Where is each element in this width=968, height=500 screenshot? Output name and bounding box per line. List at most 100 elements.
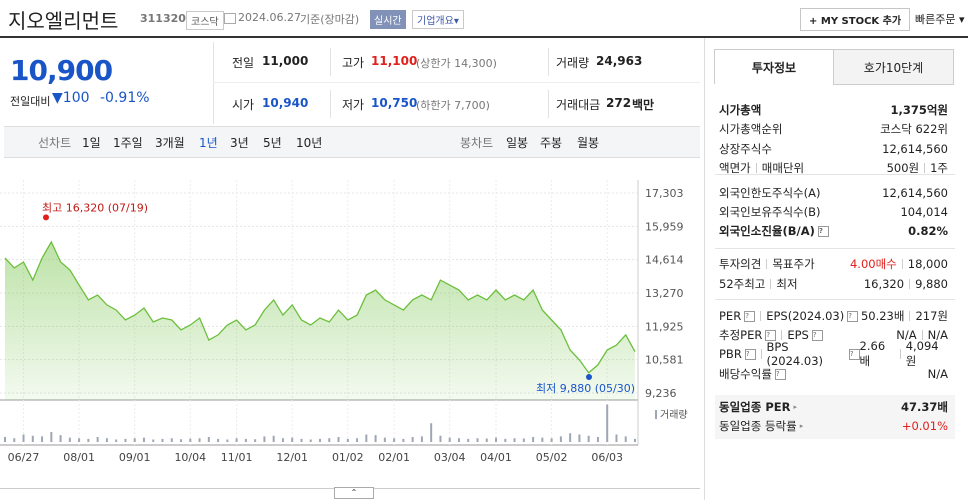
volume-bar	[41, 436, 44, 442]
collapse-button[interactable]: ⌃	[334, 487, 374, 499]
quick-order[interactable]: 빠른주문 ▾	[915, 13, 965, 26]
info-value: N/A N/A	[896, 328, 948, 342]
info-row: PER? EPS(2024.03)? 50.23배 217원	[719, 307, 948, 325]
separator	[909, 311, 911, 321]
volume-bar	[68, 437, 71, 442]
x-tick-label: 09/01	[119, 451, 151, 464]
price-area	[5, 241, 635, 400]
quote-note: (하한가 7,700)	[416, 99, 490, 112]
realtime-badge[interactable]: 실시간	[370, 10, 406, 29]
info-value: 2.66배 4,094원	[860, 339, 948, 369]
volume-bar	[272, 435, 275, 442]
tab[interactable]: 3개월	[155, 136, 185, 150]
tab[interactable]: 1일	[82, 136, 101, 150]
label-text: 최저	[776, 277, 798, 291]
label-text: 추정PER	[719, 328, 763, 342]
extreme-dot	[586, 374, 592, 381]
volume-bar	[532, 437, 535, 442]
volume-bar	[476, 438, 479, 442]
info-value: 104,014	[900, 205, 948, 219]
tab[interactable]: 1주일	[113, 136, 143, 150]
volume-bar	[578, 434, 581, 442]
volume-bar	[217, 438, 220, 442]
tab[interactable]: 3년	[230, 136, 249, 150]
volume-bar	[634, 438, 636, 442]
x-tick-label: 12/01	[276, 451, 308, 464]
header-rule	[0, 36, 968, 38]
divider	[548, 48, 549, 76]
divider	[330, 48, 331, 76]
volume-bar	[402, 438, 405, 442]
volume-bar	[180, 439, 183, 442]
info-row: 투자의견 목표주가 4.00매수 18,000	[719, 255, 948, 273]
volume-bar	[559, 436, 562, 442]
info-row: PBR? BPS (2024.03)? 2.66배 4,094원	[719, 339, 948, 368]
separator	[766, 259, 768, 269]
label-text: 투자의견	[719, 257, 762, 271]
volume-bar	[485, 438, 488, 442]
stock-code: 311320	[140, 12, 186, 25]
quote-label: 저가	[342, 98, 365, 112]
mystock-button[interactable]: + MY STOCK 추가	[800, 8, 911, 31]
quote-value: 11,000	[262, 54, 309, 68]
label-text: BPS (2024.03)	[766, 340, 824, 368]
info-value: 1,375억원	[890, 102, 948, 118]
info-value: N/A	[928, 367, 948, 381]
x-tick-label: 11/01	[221, 451, 253, 464]
volume-bar	[356, 438, 359, 442]
value-text: 0.82%	[908, 224, 948, 238]
help-icon: ?	[744, 348, 756, 360]
tab[interactable]: 일봉	[506, 136, 529, 150]
volume-bar	[430, 423, 433, 442]
help-icon: ?	[811, 329, 823, 341]
company-info[interactable]: 기업개요▾	[412, 10, 464, 29]
volume-bar	[439, 435, 442, 442]
info-row: 추정PER? EPS? N/A N/A	[719, 326, 948, 344]
volume-bar	[504, 438, 507, 442]
separator	[755, 163, 757, 173]
side-tab-active[interactable]: 투자정보	[714, 49, 834, 84]
value-text: 1주	[930, 161, 948, 175]
separator	[901, 259, 903, 269]
value-text: 4,094원	[905, 339, 939, 368]
y-tick-label: 10,581	[645, 354, 684, 367]
volume-bar	[393, 438, 396, 442]
volume-bar	[161, 438, 164, 442]
tab[interactable]: 월봉	[577, 136, 600, 150]
volume-bar	[569, 433, 572, 442]
help-icon: ?	[744, 310, 756, 322]
help-icon: ?	[774, 368, 786, 380]
volume-bar	[22, 434, 25, 442]
volume-bar	[587, 435, 590, 442]
info-label: 동일업종 PER ▸	[719, 399, 797, 415]
volume-bar	[411, 437, 414, 442]
value-text: 18,000	[907, 257, 948, 271]
value-text: 50.23배	[860, 309, 905, 323]
value-text: N/A	[896, 328, 917, 342]
x-tick-label: 10/04	[174, 451, 206, 464]
volume-bar	[31, 435, 34, 442]
volume-bar	[606, 404, 609, 442]
quote-label: 시가	[232, 98, 255, 112]
quote-value: 11,100	[371, 54, 418, 68]
help-icon: ?	[847, 310, 859, 322]
quote-note: (상한가 14,300)	[416, 57, 497, 70]
info-row: 시가총액순위 코스닥 622위	[719, 120, 948, 138]
tab[interactable]: 주봉	[540, 136, 563, 150]
separator	[760, 311, 762, 321]
y-tick-label: 14,614	[645, 254, 684, 267]
value-text: 12,614,560	[882, 186, 948, 200]
help-icon: ?	[848, 348, 860, 360]
label-text: 동일업종 등락률	[719, 419, 797, 433]
label-text: EPS(2024.03)	[766, 309, 845, 323]
label-text: 목표주가	[772, 257, 815, 271]
extreme-dot	[43, 214, 49, 221]
tab[interactable]: 5년	[263, 136, 282, 150]
tab[interactable]: 1년	[199, 136, 218, 150]
volume-label: 거래량	[660, 409, 688, 421]
separator	[899, 349, 901, 359]
info-value: 47.37배	[901, 399, 948, 415]
tab[interactable]: 10년	[296, 136, 323, 150]
side-tab[interactable]: 호가10단계	[833, 49, 954, 85]
quote-value: 272	[606, 96, 632, 110]
